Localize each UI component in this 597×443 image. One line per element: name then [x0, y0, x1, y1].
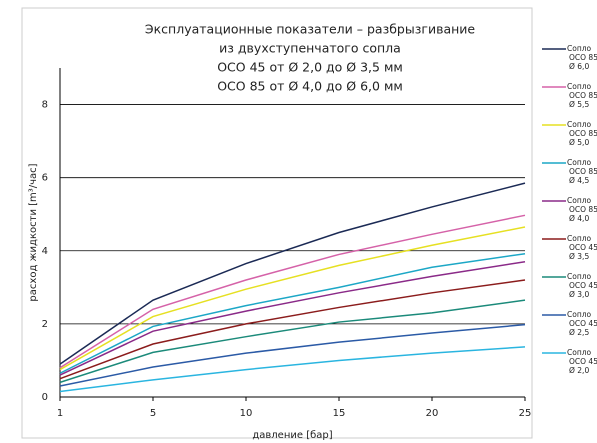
legend-label: Ø 3,5: [569, 252, 589, 261]
legend-label: Ø 5,5: [569, 100, 589, 109]
legend-label: Ø 2,0: [569, 366, 589, 375]
legend-label: OCO 45: [569, 357, 597, 366]
chart-frame: [21, 7, 533, 439]
series-line: [59, 252, 526, 374]
legend-label: Сопло: [567, 234, 592, 243]
series-line: [59, 279, 526, 380]
x-axis-label: давление [бар]: [252, 430, 332, 441]
legend-label: OCO 85: [569, 205, 597, 214]
y-tick-label: 8: [42, 100, 48, 111]
legend-label: OCO 45: [569, 319, 597, 328]
y-tick-label: 2: [42, 319, 48, 330]
series-line: [59, 226, 526, 371]
y-tick-label: 0: [42, 392, 48, 403]
chart-title: OCO 85 от Ø 4,0 до Ø 6,0 мм: [217, 79, 403, 94]
x-tick-label: 10: [240, 408, 253, 419]
legend-label: OCO 45: [569, 281, 597, 290]
x-tick-label: 25: [519, 408, 532, 419]
chart-title: из двухступенчатого сопла: [219, 41, 401, 56]
legend-label: Сопло: [567, 120, 592, 129]
legend-label: OCO 85: [569, 91, 597, 100]
series-line: [59, 214, 526, 369]
legend-label: Сопло: [567, 82, 592, 91]
legend-label: Сопло: [567, 272, 592, 281]
legend-label: Ø 4,5: [569, 176, 589, 185]
x-tick-label: 1: [57, 408, 63, 419]
x-tick-label: 15: [333, 408, 346, 419]
legend-label: Сопло: [567, 310, 592, 319]
chart-title: Эксплуатационные показатели – разбрызгив…: [145, 22, 476, 37]
legend-label: Сопло: [567, 348, 592, 357]
x-tick-label: 5: [150, 408, 156, 419]
series-line: [59, 299, 526, 384]
series-line: [59, 346, 526, 393]
chart-title: OCO 45 от Ø 2,0 до Ø 3,5 мм: [217, 60, 403, 75]
legend-label: Ø 3,0: [569, 290, 589, 299]
x-tick-label: 20: [426, 408, 439, 419]
legend-label: Сопло: [567, 196, 592, 205]
legend-label: Сопло: [567, 44, 592, 53]
legend-label: OCO 85: [569, 53, 597, 62]
legend-label: Ø 4,0: [569, 214, 589, 223]
legend-label: Ø 6,0: [569, 62, 589, 71]
legend-label: Ø 5,0: [569, 138, 589, 147]
series-line: [59, 261, 526, 376]
legend-label: OCO 45: [569, 243, 597, 252]
legend-label: Сопло: [567, 158, 592, 167]
series-line: [59, 323, 526, 387]
legend-label: Ø 2,5: [569, 328, 589, 337]
y-tick-label: 4: [42, 246, 48, 257]
legend-label: OCO 85: [569, 129, 597, 138]
y-tick-label: 6: [42, 173, 48, 184]
legend-label: OCO 85: [569, 167, 597, 176]
series-line: [59, 182, 526, 365]
y-axis-label: расход жидкости [m³/час]: [28, 163, 39, 301]
title-background: [125, 18, 495, 100]
